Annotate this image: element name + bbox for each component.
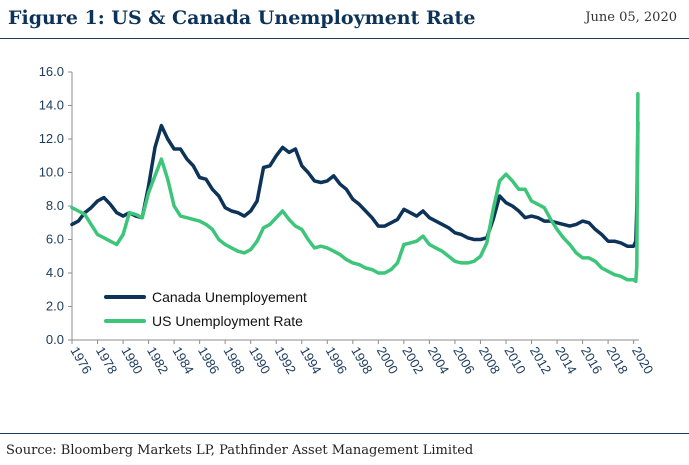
y-tick-label: 8.0 [46,198,64,213]
y-tick-label: 12.0 [39,131,64,146]
x-axis-ticks: 1976197819801982198419861988199019921994… [67,340,656,377]
x-tick-label: 1978 [93,344,120,377]
source-note: Source: Bloomberg Markets LP, Pathfinder… [6,443,474,458]
legend-label-canada: Canada Unemployement [152,289,307,305]
us-unemployment-line [70,92,640,284]
line-chart: 0.0 2.0 4.0 6.0 8.0 10.0 12.0 14.0 16.0 19761978… [39,64,657,377]
x-tick-label: 1976 [67,344,94,377]
figure-footer: Source: Bloomberg Markets LP, Pathfinder… [0,433,689,465]
y-tick-label: 2.0 [46,299,64,314]
x-tick-label: 1992 [272,344,299,377]
x-tick-label: 2018 [604,344,631,377]
y-tick-label: 10.0 [39,165,64,180]
x-tick-label: 1996 [323,344,350,377]
x-tick-label: 2020 [629,344,656,377]
y-axis-ticks: 0.0 2.0 4.0 6.0 8.0 10.0 12.0 14.0 16.0 [39,64,72,347]
x-tick-label: 2016 [578,344,605,377]
legend-label-us: US Unemployment Rate [152,313,303,329]
x-tick-label: 2006 [450,344,477,377]
y-tick-label: 14.0 [39,98,64,113]
figure-date: June 05, 2020 [585,10,677,25]
x-tick-label: 1980 [118,344,145,377]
x-tick-label: 2000 [374,344,401,377]
y-tick-label: 6.0 [46,232,64,247]
chart-series [70,92,640,284]
x-tick-label: 1998 [348,344,375,377]
chart-legend: Canada Unemployement US Unemployment Rate [104,289,307,329]
x-tick-label: 2010 [501,344,528,377]
x-tick-label: 2002 [399,344,426,377]
x-tick-label: 1990 [246,344,273,377]
figure-title: Figure 1: US & Canada Unemployment Rate [8,7,476,29]
y-tick-label: 0.0 [46,332,64,347]
x-tick-label: 2014 [552,344,579,377]
x-tick-label: 2004 [425,344,452,377]
x-tick-label: 2012 [527,344,554,377]
x-tick-label: 1982 [144,344,171,377]
figure-header: Figure 1: US & Canada Unemployment Rate … [0,0,689,39]
y-tick-label: 4.0 [46,265,64,280]
canada-unemployment-line [70,120,640,248]
y-tick-label: 16.0 [39,64,64,79]
x-tick-label: 2008 [476,344,503,377]
x-tick-label: 1994 [297,344,324,377]
x-tick-label: 1986 [195,344,222,377]
x-tick-label: 1988 [221,344,248,377]
x-tick-label: 1984 [170,344,197,377]
